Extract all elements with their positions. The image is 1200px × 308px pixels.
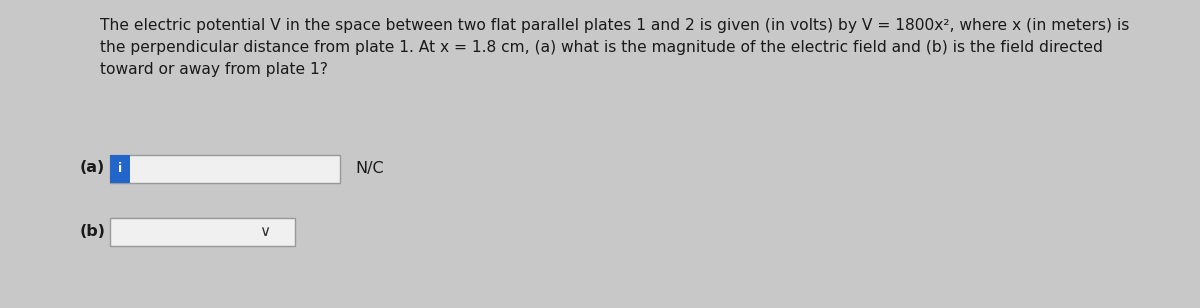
Text: the perpendicular distance from plate 1. At x = 1.8 cm, (a) what is the magnitud: the perpendicular distance from plate 1.… [100,40,1103,55]
Text: N/C: N/C [355,161,384,176]
Text: (b): (b) [80,225,106,240]
Text: (a): (a) [80,160,106,176]
FancyBboxPatch shape [110,155,130,183]
FancyBboxPatch shape [110,155,340,183]
Text: toward or away from plate 1?: toward or away from plate 1? [100,62,328,77]
Text: ∨: ∨ [259,225,270,240]
Text: The electric potential V in the space between two flat parallel plates 1 and 2 i: The electric potential V in the space be… [100,18,1129,33]
FancyBboxPatch shape [110,218,295,246]
Text: i: i [118,163,122,176]
